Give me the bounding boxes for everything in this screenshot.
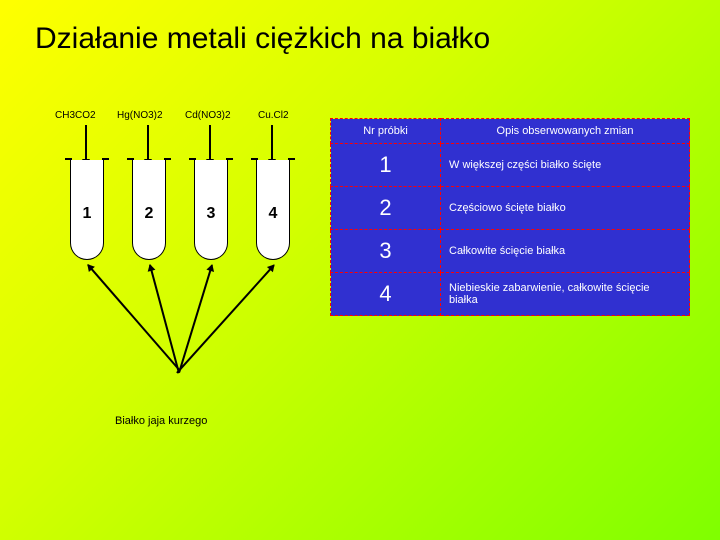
column-header-sample: Nr próbki xyxy=(331,119,441,144)
table-row: 1 W większej części białko ścięte xyxy=(331,144,690,187)
diagram-caption: Białko jaja kurzego xyxy=(115,415,207,427)
cell-desc: W większej części białko ścięte xyxy=(441,144,690,187)
tube-number: 3 xyxy=(194,205,228,223)
tube-number: 2 xyxy=(132,205,166,223)
cell-desc: Całkowite ścięcie białka xyxy=(441,230,690,273)
cell-desc: Częściowo ścięte białko xyxy=(441,187,690,230)
page-title: Działanie metali ciężkich na białko xyxy=(35,22,490,56)
cell-sample-num: 2 xyxy=(331,187,441,230)
converge-line-icon xyxy=(87,265,180,372)
converge-line-icon xyxy=(149,265,179,374)
converge-line-icon xyxy=(176,264,274,373)
reagent-label-4: Cu.Cl2 xyxy=(258,110,289,121)
tube-number: 1 xyxy=(70,205,104,223)
cell-sample-num: 3 xyxy=(331,230,441,273)
table-row: 4 Niebieskie zabarwienie, całkowite ścię… xyxy=(331,273,690,316)
column-header-desc: Opis obserwowanych zmian xyxy=(441,119,690,144)
arrow-down-icon xyxy=(209,125,211,165)
cell-sample-num: 1 xyxy=(331,144,441,187)
observations-table: Nr próbki Opis obserwowanych zmian 1 W w… xyxy=(330,118,690,316)
arrow-down-icon xyxy=(85,125,87,165)
cell-desc: Niebieskie zabarwienie, całkowite ścięci… xyxy=(441,273,690,316)
experiment-diagram: CH3CO2 Hg(NO3)2 Cd(NO3)2 Cu.Cl2 1 2 3 4 xyxy=(30,110,320,410)
table-row: 3 Całkowite ścięcie białka xyxy=(331,230,690,273)
cell-sample-num: 4 xyxy=(331,273,441,316)
table-header-row: Nr próbki Opis obserwowanych zmian xyxy=(331,119,690,144)
tube-number: 4 xyxy=(256,205,290,223)
arrow-down-icon xyxy=(147,125,149,165)
reagent-label-3: Cd(NO3)2 xyxy=(185,110,231,121)
arrow-down-icon xyxy=(271,125,273,165)
converge-line-icon xyxy=(178,265,212,373)
reagent-label-1: CH3CO2 xyxy=(55,110,96,121)
reagent-label-2: Hg(NO3)2 xyxy=(117,110,163,121)
table-row: 2 Częściowo ścięte białko xyxy=(331,187,690,230)
